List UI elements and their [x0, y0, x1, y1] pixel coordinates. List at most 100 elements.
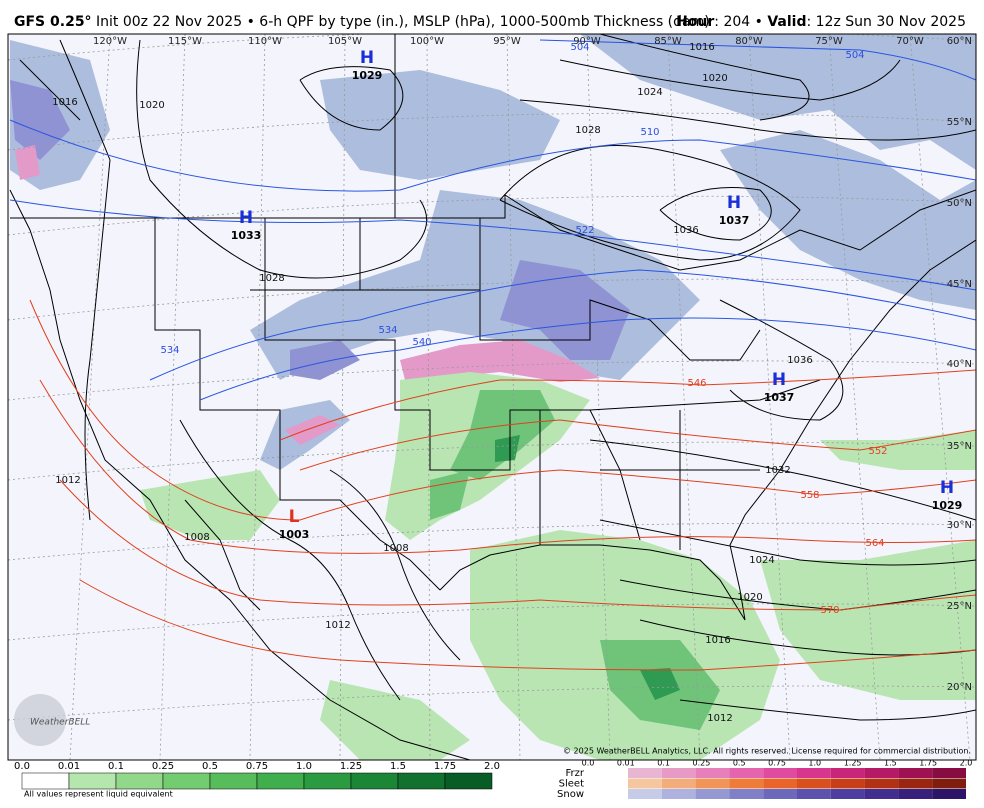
valid-time: Hour: 204 • Valid: 12z Sun 30 Nov 2025	[676, 14, 966, 30]
longitude-label: 90°W	[573, 36, 601, 47]
qpf-legend-level: 0.1	[108, 761, 124, 772]
longitude-label: 75°W	[815, 36, 843, 47]
qpf-legend-level: 0.75	[246, 761, 268, 772]
ptype-legend-level: 1.0	[808, 759, 821, 768]
isobar-label: 1012	[707, 713, 732, 724]
thickness-label: 522	[575, 225, 594, 236]
ptype-legend-swatch	[932, 789, 966, 799]
pressure-center-value: 1037	[764, 391, 795, 404]
isobar-label: 1016	[705, 635, 730, 646]
isobar-label: 1012	[55, 475, 80, 486]
ptype-legend-swatch	[797, 778, 831, 789]
thickness-warm	[29, 299, 976, 671]
thickness-label: 570	[820, 605, 839, 616]
ptype-legend-swatch	[695, 768, 730, 778]
header-title: GFS 0.25° Init 00z 22 Nov 2025 • 6-h QPF…	[14, 14, 710, 30]
latitude-label: 40°N	[947, 359, 972, 370]
qpf-legend-level: 1.75	[434, 761, 456, 772]
graticule	[8, 34, 976, 760]
ptype-legend-level: 1.75	[919, 759, 937, 768]
pressure-center-value: 1033	[231, 229, 262, 242]
ptype-legend-level: 0.75	[768, 759, 786, 768]
ptype-legend-swatch	[864, 778, 899, 789]
isobar-label: 1020	[702, 73, 727, 84]
ptype-legend-level: 2.0	[960, 759, 973, 768]
qpf-legend-swatch	[68, 772, 117, 790]
qpf-legend-level: 0.0	[14, 761, 30, 772]
thickness-label: 564	[865, 538, 884, 549]
qpf-legend-swatch	[209, 772, 258, 790]
pressure-center-value: 1037	[719, 214, 750, 227]
isobar-label: 1036	[787, 355, 812, 366]
ptype-legend-level: 1.25	[844, 759, 862, 768]
ptype-legend-level: 0.5	[733, 759, 746, 768]
isobar-label: 1036	[673, 225, 698, 236]
pressure-center-letter: H	[239, 208, 253, 228]
latitude-label: 20°N	[947, 682, 972, 693]
ptype-legend-swatch	[932, 768, 966, 778]
qpf-legend-level: 0.01	[58, 761, 80, 772]
latitude-label: 45°N	[947, 279, 972, 290]
isobar-label: 1020	[139, 100, 164, 111]
qpf-legend-level: 0.25	[152, 761, 174, 772]
qpf-legend-swatch	[444, 772, 493, 790]
longitude-label: 70°W	[896, 36, 924, 47]
thickness-label: 552	[868, 446, 887, 457]
latitude-label: 50°N	[947, 198, 972, 209]
pressure-center-letter: H	[727, 193, 741, 213]
isobar-label: 1024	[749, 555, 774, 566]
latitude-label: 25°N	[947, 601, 972, 612]
ptype-legend-level: 0.25	[692, 759, 710, 768]
ptype-legend-swatch	[830, 789, 865, 799]
isobar-label: 1016	[52, 97, 77, 108]
pressure-center-letter: H	[360, 48, 374, 68]
ptype-legend-swatch	[763, 789, 797, 799]
longitude-label: 115°W	[168, 36, 202, 47]
ptype-legend-swatch	[797, 789, 831, 799]
qpf-legend-swatch	[162, 772, 211, 790]
qpf-legend-level: 2.0	[484, 761, 500, 772]
ptype-legend-swatch	[628, 789, 662, 799]
ptype-label: Frzr	[566, 768, 585, 779]
pressure-center-value: 1003	[279, 528, 310, 541]
longitude-label: 100°W	[410, 36, 444, 47]
ptype-legend-swatch	[729, 789, 764, 799]
thickness-label: 510	[640, 127, 659, 138]
qpf-legend: 0.0 0.01 0.1 0.25 0.5 0.75 1.0 1.25 1.5 1.75 2.0	[14, 761, 500, 790]
thickness-label: 558	[800, 490, 819, 501]
qpf-legend-swatch	[21, 772, 70, 790]
qpf-legend-swatch	[303, 772, 352, 790]
ptype-legend-swatch	[729, 768, 764, 778]
ptype-legend-swatch	[864, 789, 899, 799]
ptype-label: Sleet	[559, 779, 584, 790]
qpf-legend-level: 1.5	[390, 761, 406, 772]
ptype-legend-swatch	[898, 768, 933, 778]
ptype-legend-swatch	[628, 768, 662, 778]
thickness-label: 534	[378, 325, 397, 336]
ptype-legend-swatch	[729, 778, 764, 789]
model-name: GFS 0.25°	[14, 14, 92, 30]
qpf-legend-swatch	[115, 772, 164, 790]
ptype-legend-swatch	[763, 778, 797, 789]
ptype-legend-swatch	[898, 789, 933, 799]
heavy-rain-areas	[495, 435, 680, 700]
ptype-legend-swatch	[830, 768, 865, 778]
legend-note: All values represent liquid equivalent	[24, 790, 173, 799]
qpf-legend-level: 1.0	[296, 761, 312, 772]
ptype-legend-swatch	[898, 778, 933, 789]
ptype-legend-swatch	[695, 778, 730, 789]
logo-globe	[14, 694, 66, 746]
isobar-label: 1008	[383, 543, 408, 554]
pressure-center-value: 1029	[932, 499, 963, 512]
ptype-legend-swatch	[661, 789, 696, 799]
ptype-legend-swatch	[661, 768, 696, 778]
qpf-legend-level: 0.5	[202, 761, 218, 772]
map-labels: 120°W 115°W 110°W 105°W 100°W 95°W 90°W 85°W 80°…	[52, 36, 972, 724]
ptype-legend-level: 1.5	[884, 759, 897, 768]
thickness-label: 534	[160, 345, 179, 356]
isobar-label: 1008	[184, 532, 209, 543]
qpf-legend-level: 1.25	[340, 761, 362, 772]
qpf-legend-swatch	[350, 772, 399, 790]
ptype-legend-level: 0.01	[617, 759, 635, 768]
